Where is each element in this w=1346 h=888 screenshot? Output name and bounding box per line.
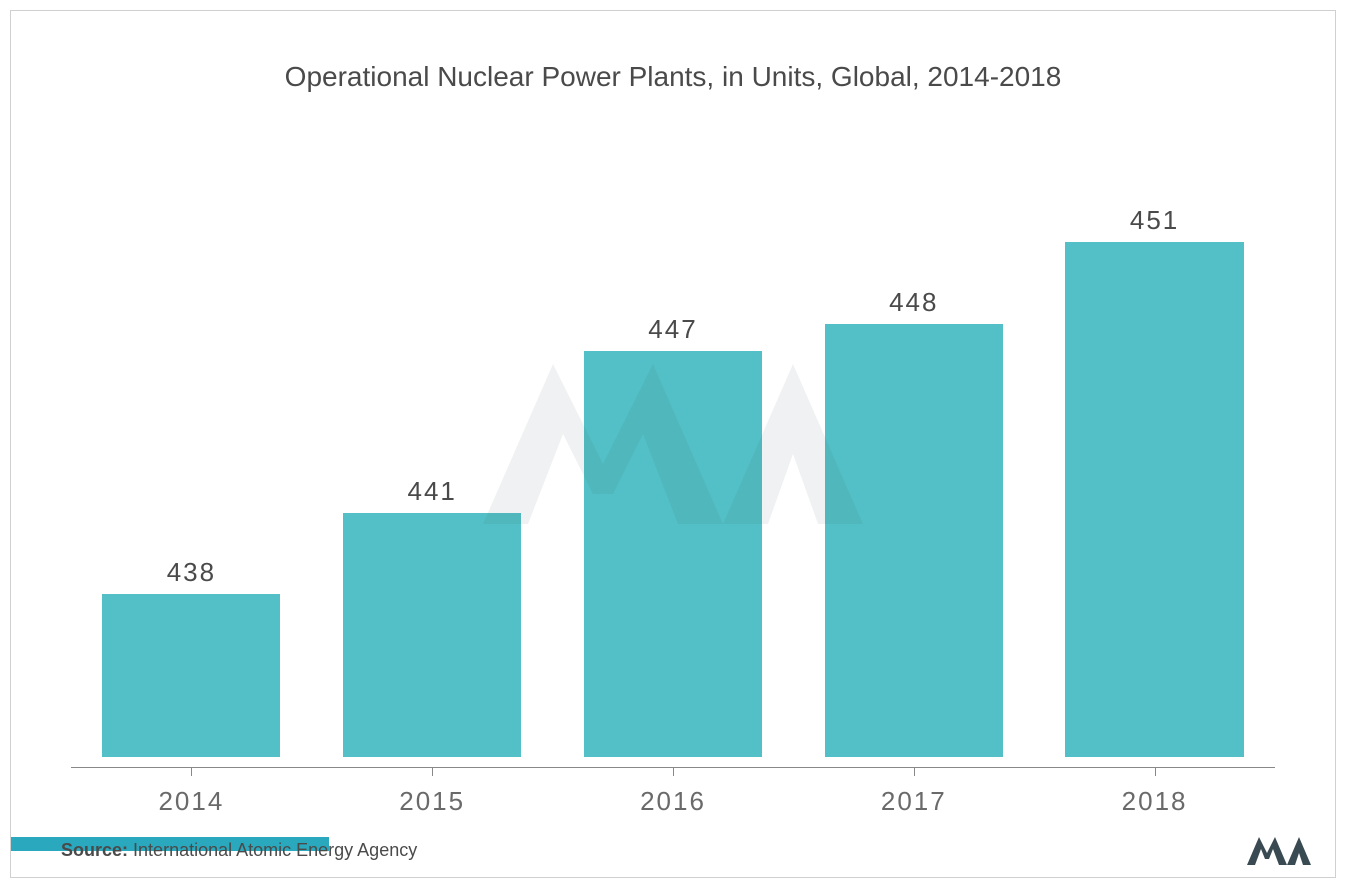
bar-value-label: 448: [889, 287, 938, 318]
source-line: Source: International Atomic Energy Agen…: [61, 840, 417, 861]
bar-value-label: 438: [167, 557, 216, 588]
bar-value-label: 451: [1130, 205, 1179, 236]
source-label: Source:: [61, 840, 128, 860]
x-tick-label: 2014: [71, 786, 312, 817]
bars-row: 438 441 447 448 451: [71, 161, 1275, 757]
x-tick-label: 2018: [1034, 786, 1275, 817]
x-tick-label: 2015: [312, 786, 553, 817]
bar-group: 448: [793, 161, 1034, 757]
bar-group: 441: [312, 161, 553, 757]
bar-value-label: 447: [648, 314, 697, 345]
chart-title: Operational Nuclear Power Plants, in Uni…: [11, 61, 1335, 93]
bar-group: 438: [71, 161, 312, 757]
source-text: International Atomic Energy Agency: [133, 840, 417, 860]
bar-group: 451: [1034, 161, 1275, 757]
x-tick-label: 2017: [793, 786, 1034, 817]
x-tick-label: 2016: [553, 786, 794, 817]
bar: [343, 513, 521, 757]
chart-container: Operational Nuclear Power Plants, in Uni…: [10, 10, 1336, 878]
bar: [825, 324, 1003, 757]
brand-logo-icon: [1245, 829, 1315, 869]
bar-value-label: 441: [408, 476, 457, 507]
bar: [102, 594, 280, 757]
bar: [584, 351, 762, 757]
x-axis: 20142015201620172018: [71, 767, 1275, 817]
plot-area: 438 441 447 448 451: [71, 161, 1275, 757]
bar-group: 447: [553, 161, 794, 757]
bar: [1065, 242, 1243, 757]
